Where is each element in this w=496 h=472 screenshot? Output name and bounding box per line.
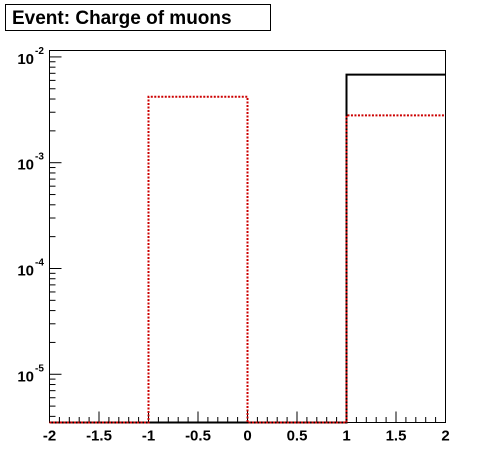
- x-tick-label: -1.5: [86, 428, 112, 445]
- y-tick-label-exponent: -4: [35, 257, 44, 268]
- y-tick-label-base: 10: [17, 262, 34, 279]
- x-tick-label: 0.5: [287, 428, 308, 445]
- histogram-series-2: [49, 95, 446, 424]
- x-tick-label: -2: [43, 428, 56, 445]
- y-tick-label-base: 10: [17, 157, 34, 174]
- y-tick-label-exponent: -5: [35, 363, 44, 374]
- y-tick-label-base: 10: [17, 51, 34, 68]
- x-tick-label: -0.5: [185, 428, 211, 445]
- y-tick-label-exponent: -2: [35, 46, 44, 57]
- series-group: [49, 73, 446, 424]
- title-box: [5, 4, 271, 31]
- y-axis-labels: 10-510-410-310-2: [17, 46, 44, 385]
- chart-title: Event: Charge of muons: [12, 8, 232, 29]
- y-tick-label-base: 10: [17, 368, 34, 385]
- x-tick-label: 1: [342, 428, 350, 445]
- x-tick-label: 1.5: [386, 428, 407, 445]
- x-tick-label: -1: [142, 428, 155, 445]
- x-tick-label: 0: [243, 428, 251, 445]
- y-tick-label-exponent: -3: [35, 152, 44, 163]
- x-tick-label: 2: [441, 428, 449, 445]
- x-axis-labels: -2 -1.5 -1 -0.5 0 0.5 1 1.5 2: [43, 428, 450, 445]
- y-axis-ticks: [49, 56, 62, 417]
